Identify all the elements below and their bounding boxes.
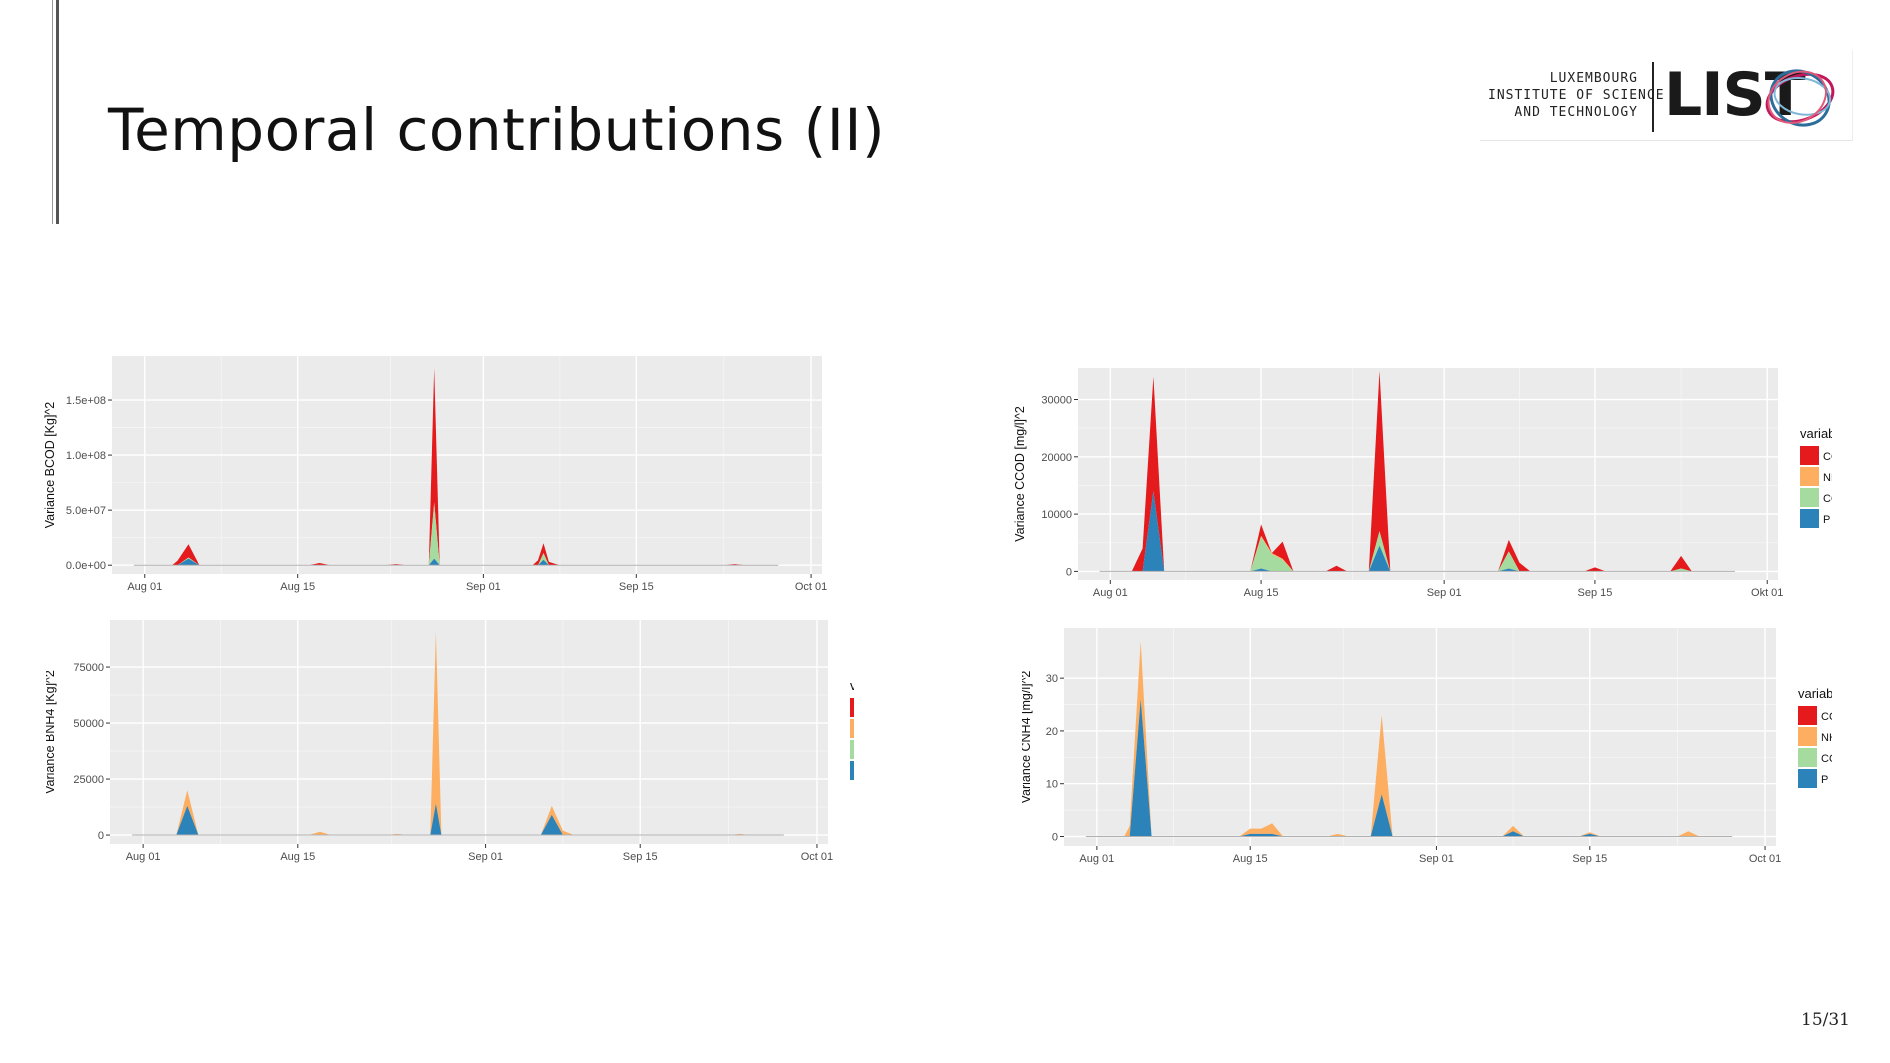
- chart-cnh4: Aug 01 Aug 15 Sep 01 Sep 15 Oct 01 0 10 20 30 Var…: [1022, 628, 1832, 878]
- y-axis-label: Variance CNH4 [mg/l]^2: [1022, 671, 1033, 804]
- logo-institute-name: LUXEMBOURG INSTITUTE OF SCIENCE AND TECH…: [1488, 70, 1665, 121]
- legend-label-nh4s: NH4s: [1823, 472, 1832, 484]
- x-tick-label: Sep 01: [466, 581, 501, 593]
- plot-panel: [110, 620, 828, 844]
- x-tick-label: Sep 01: [468, 851, 503, 863]
- chart-svg: Aug 01 Aug 15 Sep 01 Sep 15 Oct 01 0.0e+00 5.0…: [43, 356, 827, 593]
- chart-svg: Aug 01 Aug 15 Sep 01 Sep 15 Okt 01 0 10000 2000…: [1013, 368, 1832, 599]
- logo-line-1: LUXEMBOURG: [1549, 71, 1638, 86]
- y-tick-label: 1.0e+08: [66, 450, 106, 462]
- x-tick-label: Aug 15: [280, 581, 315, 593]
- slide-title: Temporal contributions (II): [108, 96, 886, 164]
- x-tick-label: Sep 15: [623, 851, 658, 863]
- legend-key-p: [1798, 769, 1817, 788]
- x-tick-label: Aug 01: [126, 851, 161, 863]
- legend-label-codr: CODr: [1821, 753, 1832, 765]
- y-axis-label: Variance BCOD [Kg]^2: [43, 402, 57, 529]
- legend-key-codr: [850, 740, 854, 759]
- legend-key-nh4s: [850, 719, 854, 738]
- x-tick-label: Sep 15: [619, 581, 654, 593]
- area-series-codr: [1099, 491, 1735, 572]
- legend-key-cods: [1798, 706, 1817, 725]
- plot-panel: [112, 356, 822, 574]
- legend-title: variable: [850, 678, 854, 693]
- y-tick-label: 20: [1046, 726, 1058, 738]
- y-tick-label: 0.0e+00: [66, 560, 106, 572]
- legend-label-cods: CODs: [1821, 711, 1832, 723]
- y-tick-label: 25000: [73, 774, 104, 786]
- x-tick-label: Aug 15: [1244, 587, 1279, 599]
- page-number: 15/31: [1801, 1010, 1850, 1030]
- area-series-p: [1099, 491, 1735, 572]
- x-tick-label: Okt 01: [1751, 587, 1783, 599]
- y-tick-label: 0: [1052, 831, 1058, 843]
- area-series-p: [133, 558, 779, 566]
- x-tick-label: Sep 15: [1572, 853, 1607, 865]
- x-tick-label: Oct 01: [1749, 853, 1781, 865]
- x-tick-label: Sep 01: [1427, 587, 1462, 599]
- y-tick-label: 50000: [73, 718, 104, 730]
- logo-line-2: INSTITUTE OF SCIENCE: [1488, 88, 1665, 103]
- y-tick-label: 5.0e+07: [66, 505, 106, 517]
- logo-separator: [1652, 62, 1654, 132]
- logo-swirl-icon: [1765, 69, 1835, 127]
- y-tick-label: 0: [98, 830, 104, 842]
- x-tick-label: Sep 01: [1419, 853, 1454, 865]
- x-tick-label: Aug 15: [280, 851, 315, 863]
- y-tick-label: 30: [1046, 673, 1058, 685]
- chart-bcod: Aug 01 Aug 15 Sep 01 Sep 15 Oct 01 0.0e+00 5.0…: [40, 352, 840, 602]
- slide-accent-line: [56, 0, 59, 224]
- logo-line-3: AND TECHNOLOGY: [1514, 105, 1638, 120]
- y-tick-label: 75000: [73, 662, 104, 674]
- legend-label-nh4s: NH4s: [1821, 732, 1832, 744]
- plot-panel: [1078, 368, 1778, 580]
- plot-panel: [1064, 628, 1776, 846]
- chart-ccod: Aug 01 Aug 15 Sep 01 Sep 15 Okt 01 0 10000 2000…: [1012, 364, 1832, 614]
- chart-svg: Aug 01 Aug 15 Sep 01 Sep 15 Oct 01 0 10 20 30 Var…: [1022, 628, 1832, 865]
- legend-label-cods: CODs: [1823, 451, 1832, 463]
- legend-key-nh4s: [1798, 727, 1817, 746]
- legend-label-codr: CODr: [1823, 493, 1832, 505]
- legend-title: variable: [1800, 426, 1832, 441]
- x-tick-label: Sep 15: [1577, 587, 1612, 599]
- legend-label-p: P: [1823, 514, 1830, 526]
- y-tick-label: 10: [1046, 779, 1058, 791]
- slide-accent-line-thin: [52, 0, 53, 224]
- x-tick-label: Aug 01: [127, 581, 162, 593]
- x-tick-label: Aug 15: [1233, 853, 1268, 865]
- legend-key-p: [1800, 509, 1819, 528]
- y-tick-label: 1.5e+08: [66, 395, 106, 407]
- chart-bnh4: Aug 01 Aug 15 Sep 01 Sep 15 Oct 01 0 25000 5000…: [46, 620, 854, 870]
- y-axis-label: Variance BNH4 [Kg]^2: [46, 670, 57, 794]
- chart-svg: Aug 01 Aug 15 Sep 01 Sep 15 Oct 01 0 25000 5000…: [46, 620, 854, 863]
- y-tick-label: 30000: [1041, 395, 1072, 407]
- legend-key-p: [850, 761, 854, 780]
- legend-key-cods: [1800, 446, 1819, 465]
- list-logo: LUXEMBOURG INSTITUTE OF SCIENCE AND TECH…: [1480, 50, 1853, 141]
- legend-title: variable: [1798, 686, 1832, 701]
- x-tick-label: Aug 01: [1093, 587, 1128, 599]
- legend-label-p: P: [1821, 774, 1828, 786]
- x-tick-label: Aug 01: [1079, 853, 1114, 865]
- x-tick-label: Oct 01: [795, 581, 827, 593]
- legend-key-codr: [1798, 748, 1817, 767]
- y-tick-label: 10000: [1041, 509, 1072, 521]
- legend-key-nh4s: [1800, 467, 1819, 486]
- area-series-cods: [1099, 370, 1735, 572]
- y-tick-label: 0: [1066, 566, 1072, 578]
- legend-key-cods: [850, 698, 854, 717]
- y-axis-label: Variance CCOD [mg/l]^2: [1013, 406, 1027, 542]
- y-tick-label: 20000: [1041, 452, 1072, 464]
- x-tick-label: Oct 01: [801, 851, 833, 863]
- legend-key-codr: [1800, 488, 1819, 507]
